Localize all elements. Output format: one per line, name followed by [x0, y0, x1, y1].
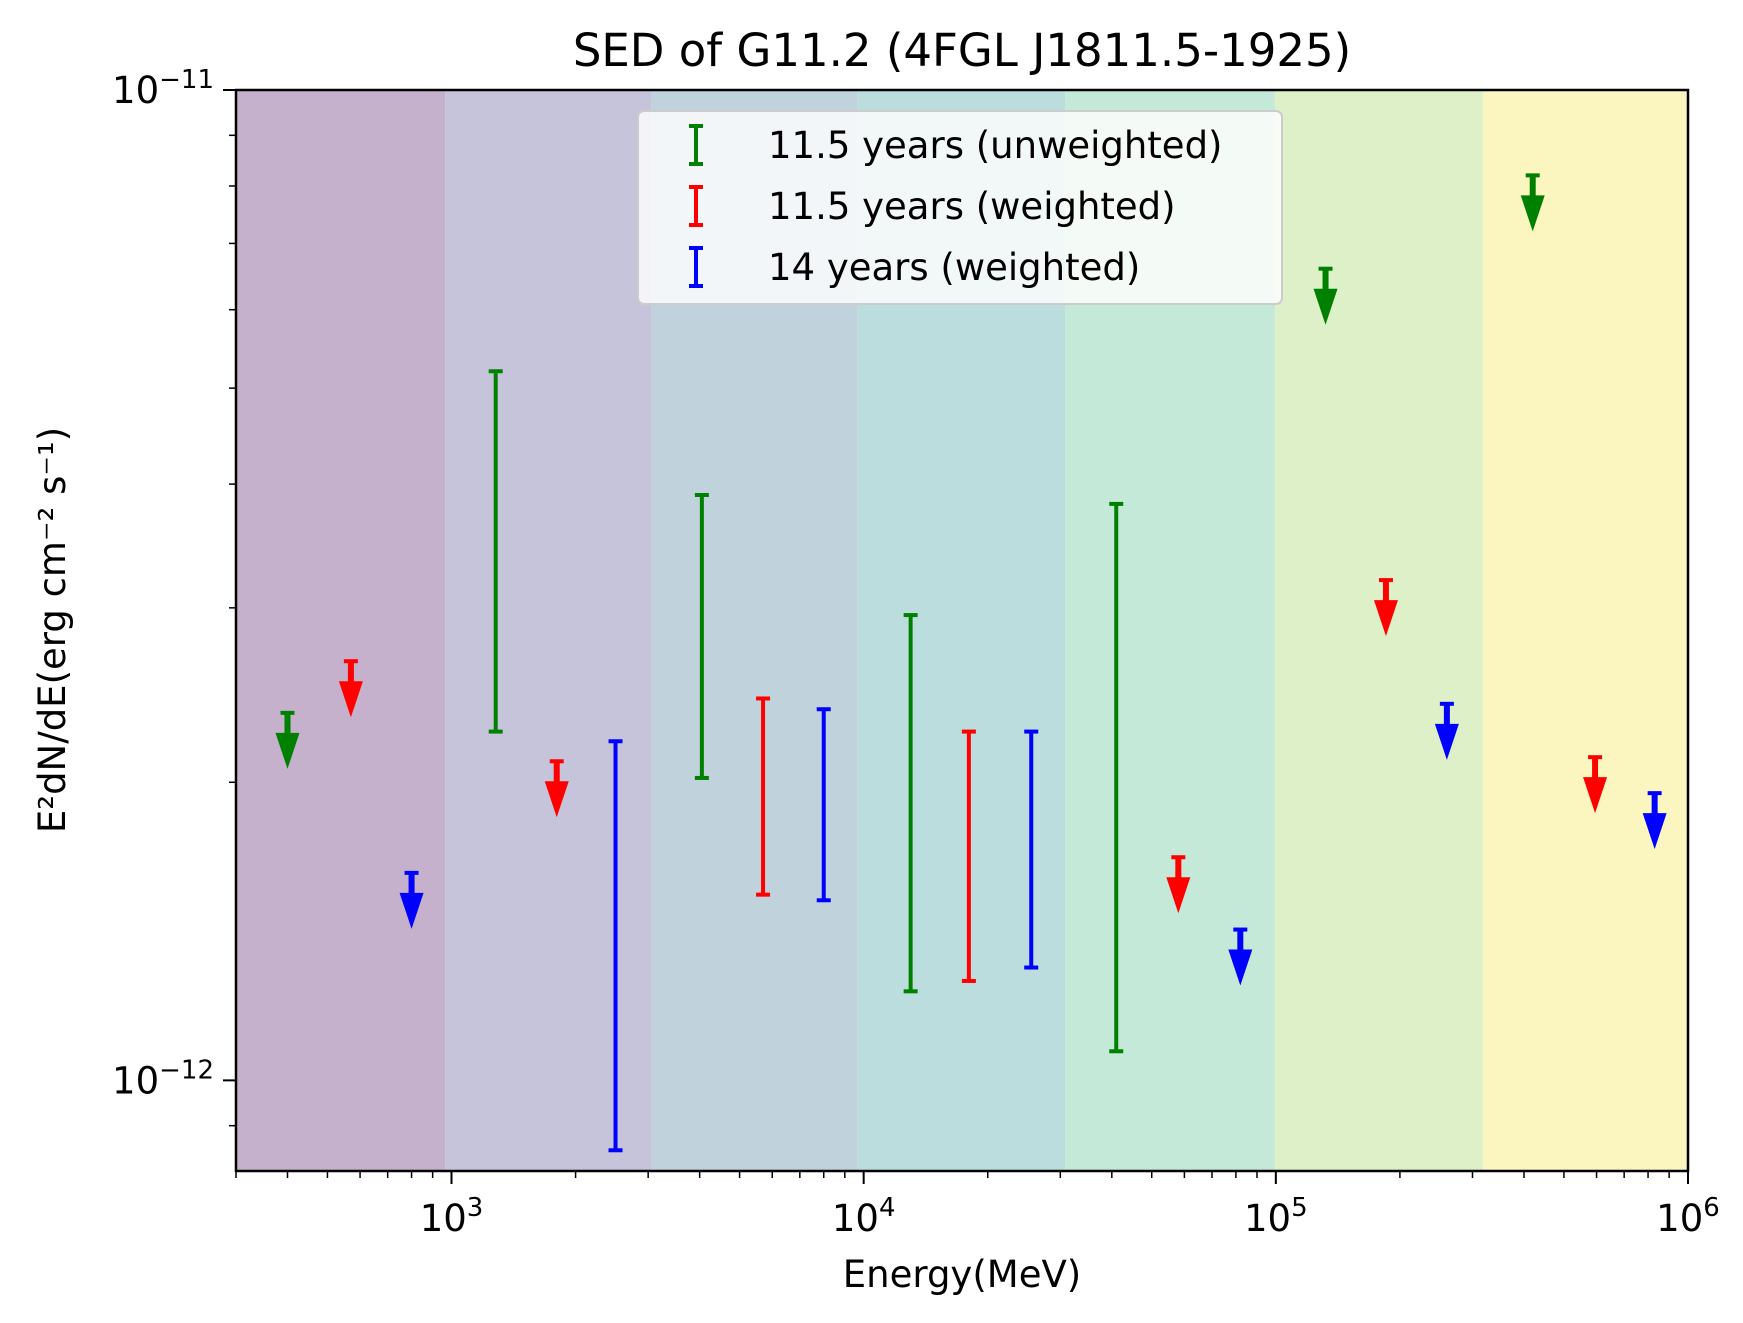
plot-frame [234, 88, 1690, 1173]
series-2-upper-limit-shaft [1175, 857, 1182, 880]
series-3-error-bar-2 [816, 707, 831, 903]
series-3-error-bar-3 [1024, 729, 1039, 970]
series-3-upper-limit-shaft [1651, 793, 1658, 816]
series-3-upper-limit-shaft [1443, 703, 1450, 726]
series-1-upper-limit-shaft [1529, 175, 1536, 198]
series-3-upper-limit-arrow-2 [1228, 927, 1253, 986]
legend-marker-2 [689, 185, 703, 227]
series-1-upper-limit-arrow-3 [1520, 173, 1545, 232]
legend: 11.5 years (unweighted) 11.5 years (weigh… [637, 110, 1283, 305]
series-1-upper-limit-shaft [284, 712, 291, 735]
series-1-upper-limit-head [1520, 195, 1545, 232]
axis-ticks: 103 104 105 106 10−11 10−12 [112, 65, 1720, 1240]
x-tick-label: 104 [832, 1193, 896, 1240]
series-3-upper-limit-shaft [408, 872, 415, 895]
series-2-upper-limit-head [338, 681, 363, 718]
x-tick-label: 103 [420, 1193, 484, 1240]
series-1-error-bar-2 [694, 492, 709, 780]
series-3-error-bar-1 [608, 739, 623, 1153]
series-3-upper-limit-shaft [1237, 929, 1244, 952]
series-3-upper-limit-arrow-4 [1642, 791, 1667, 850]
series-2-upper-limit-head [1166, 877, 1191, 914]
energy-band-1 [236, 90, 446, 1171]
data-marks [275, 173, 1667, 1153]
legend-marker-3 [689, 246, 703, 288]
x-tick-label: 105 [1244, 1193, 1308, 1240]
series-3-upper-limit-head [1228, 949, 1253, 986]
series-1-upper-limit-head [1313, 288, 1338, 325]
energy-band-7 [1482, 90, 1688, 1171]
series-2-upper-limit-shaft [347, 661, 354, 684]
series-1-error-bar-4 [1109, 501, 1124, 1054]
series-2-upper-limit-head [1373, 600, 1398, 637]
energy-band-2 [445, 90, 652, 1171]
series-3-upper-limit-head [1434, 723, 1459, 760]
series-2-upper-limit-arrow-2 [544, 759, 569, 818]
series-2-error-bar-1 [756, 696, 771, 897]
series-2-upper-limit-head [544, 781, 569, 818]
series-2-upper-limit-shaft [553, 761, 560, 784]
series-2-upper-limit-arrow-4 [1373, 578, 1398, 637]
y-axis-label: E²dN/dE(erg cm⁻² s⁻¹) [31, 427, 74, 833]
series-1-error-bar-1 [488, 369, 503, 734]
series-2-error-bar-2 [961, 729, 976, 983]
legend-label-3: 14 years (weighted) [768, 246, 1140, 289]
series-1-upper-limit-arrow-2 [1313, 266, 1338, 325]
legend-label-2: 11.5 years (weighted) [768, 185, 1176, 228]
series-1-upper-limit-head [275, 732, 300, 769]
energy-band-6 [1274, 90, 1483, 1171]
series-3-upper-limit-arrow-1 [399, 870, 424, 929]
series-3-upper-limit-head [1642, 813, 1667, 850]
legend-marker-1 [689, 124, 703, 166]
x-tick-label: 106 [1656, 1193, 1720, 1240]
legend-box [637, 110, 1283, 305]
series-2-upper-limit-shaft [1382, 580, 1389, 603]
series-1-upper-limit-arrow-1 [275, 710, 300, 769]
series-1-error-bar-3 [903, 613, 918, 994]
y-tick-label: 10−12 [112, 1055, 214, 1102]
legend-label-1: 11.5 years (unweighted) [768, 124, 1223, 167]
series-2-upper-limit-head [1583, 777, 1608, 814]
series-2-upper-limit-arrow-3 [1166, 855, 1191, 914]
x-axis-label: Energy(MeV) [843, 1253, 1081, 1296]
series-2-upper-limit-arrow-5 [1583, 755, 1608, 814]
y-tick-label: 10−11 [112, 65, 214, 112]
series-3-upper-limit-arrow-3 [1434, 701, 1459, 760]
series-2-upper-limit-shaft [1592, 757, 1599, 780]
series-1-upper-limit-shaft [1322, 268, 1329, 291]
series-3-upper-limit-head [399, 892, 424, 929]
series-2-upper-limit-arrow-1 [338, 659, 363, 718]
chart-title: SED of G11.2 (4FGL J1811.5-1925) [573, 24, 1351, 77]
